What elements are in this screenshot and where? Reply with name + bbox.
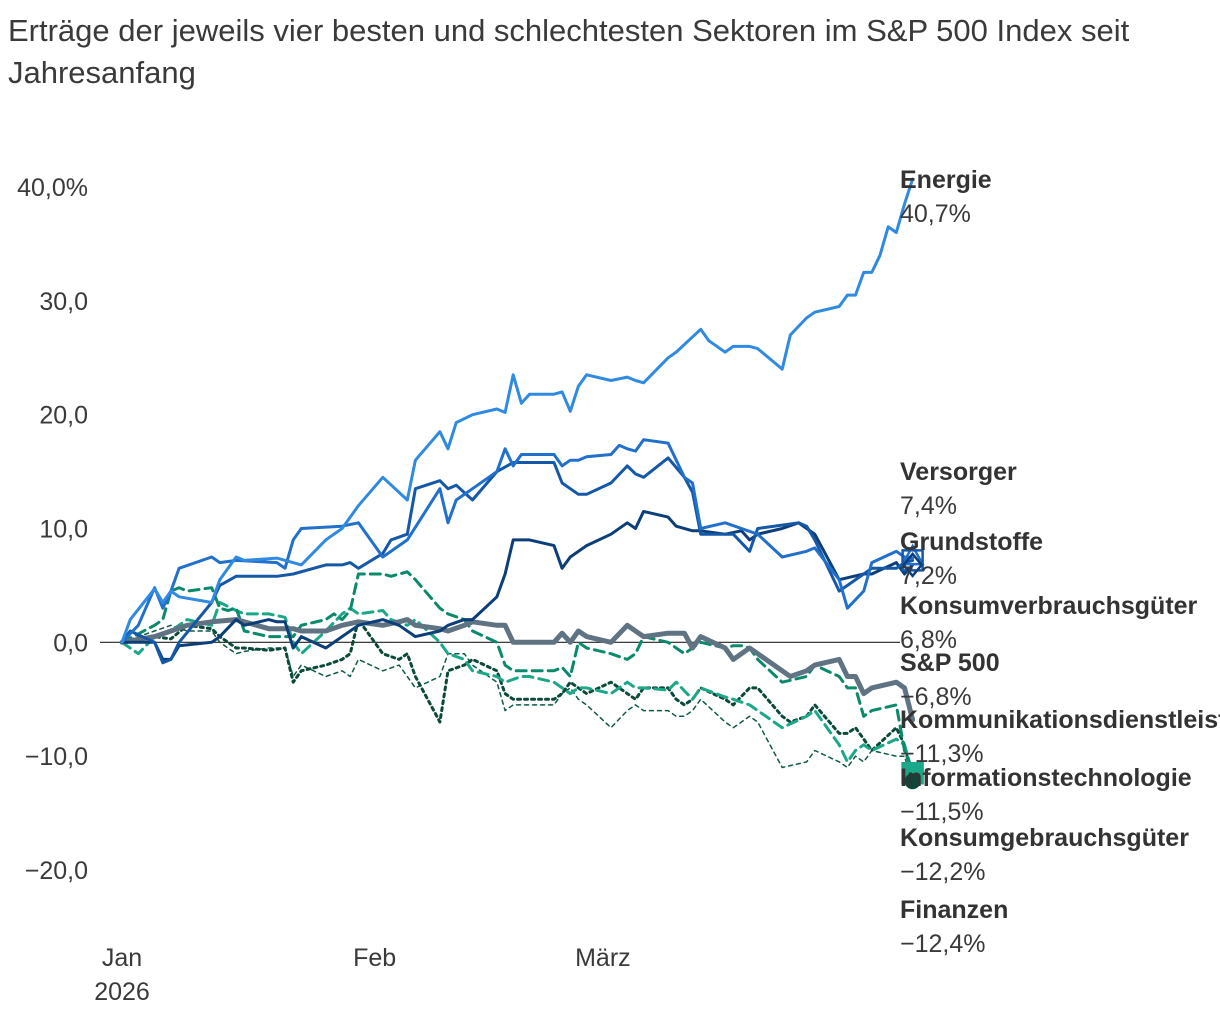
series-label-value: −11,3% (900, 740, 984, 768)
y-tick-label: −10,0 (25, 743, 88, 771)
series-line-kommunikationsdienstleister (120, 570, 915, 773)
y-tick-label: 30,0 (39, 288, 88, 316)
series-line-informationstechnologie (120, 601, 915, 775)
series-label-value: 7,2% (900, 562, 957, 590)
chart-title: Erträge der jeweils vier besten und schl… (8, 13, 1130, 90)
end-markers (900, 543, 925, 790)
y-tick-label: 40,0% (17, 174, 88, 202)
end-marker-versorger (900, 543, 925, 566)
series-label-value: 6,8% (900, 626, 957, 654)
series-line-versorger (120, 438, 915, 644)
end-marker-konsumverbrauchsg-ter (901, 551, 924, 578)
axes: 40,0% 30,0 20,0 10,0 0,0 −10,0 −20,0 Jan 2026 Feb… (17, 174, 900, 1006)
series-label-value: −12,4% (900, 930, 986, 958)
series-label-value: −6,8% (900, 683, 972, 711)
end-marker-grundstoffe (901, 549, 924, 572)
series-label-name: Versorger (900, 458, 1017, 486)
series-label-name: Energie (900, 166, 992, 194)
series-line-konsumverbrauchsg-ter (120, 509, 915, 661)
series-label-value: −11,5% (900, 798, 984, 826)
series-label-name: S&P 500 (900, 649, 1000, 677)
series-label-name: Konsumgebrauchsgüter (900, 824, 1189, 852)
series-label-name: Konsumverbrauchsgüter (900, 592, 1198, 620)
x-tick-label: Feb (353, 944, 396, 972)
series-line-konsumgebrauchsg-ter (120, 618, 915, 783)
end-labels: Energie 40,7% Versorger 7,4% Grundstoffe 7,2%… (900, 166, 1220, 958)
series-lines (119, 177, 916, 785)
y-tick-label: 20,0 (39, 402, 88, 430)
y-tick-label: 10,0 (39, 516, 88, 544)
series-label-name: Grundstoffe (900, 528, 1043, 556)
series-label-name: Finanzen (900, 896, 1008, 924)
series-line-s-p-500 (119, 617, 916, 723)
series-line-finanzen (121, 624, 914, 785)
series-label-value: 7,4% (900, 492, 957, 520)
y-tick-label: 0,0 (53, 629, 88, 657)
x-tick-label: März (575, 944, 631, 972)
series-line-grundstoffe (120, 456, 915, 665)
series-label-value: 40,7% (900, 200, 971, 228)
series-label-name: Kommunikationsdienstleister (900, 706, 1220, 734)
x-tick-label: Jan (102, 944, 142, 972)
series-line-energie (120, 177, 915, 644)
y-tick-label: −20,0 (25, 857, 88, 885)
series-label-name: Informationstechnologie (900, 764, 1192, 792)
series-label-value: −12,2% (900, 858, 986, 886)
x-tick-sublabel: 2026 (94, 978, 150, 1006)
end-marker-konsumgebrauchsg-ter (904, 773, 921, 790)
